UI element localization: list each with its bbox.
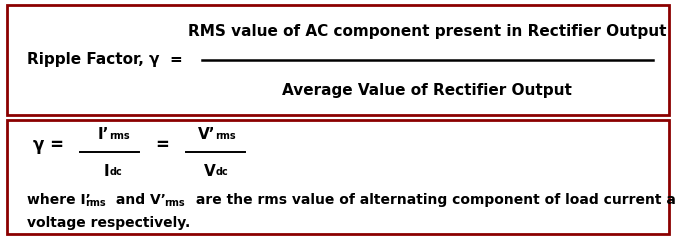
Text: V’: V’ [198, 127, 216, 142]
Text: =: = [155, 136, 170, 154]
Text: V: V [203, 164, 216, 179]
Text: dc: dc [216, 167, 228, 177]
FancyBboxPatch shape [7, 120, 669, 234]
Text: RMS value of AC component present in Rectifier Output: RMS value of AC component present in Rec… [188, 24, 667, 39]
Text: rms: rms [164, 198, 185, 208]
Text: I: I [104, 164, 110, 179]
Text: γ =: γ = [33, 136, 64, 154]
Text: rms: rms [110, 130, 130, 141]
Text: Average Value of Rectifier Output: Average Value of Rectifier Output [283, 83, 573, 98]
Text: and V’: and V’ [112, 193, 166, 207]
Text: dc: dc [110, 167, 122, 177]
Text: rms: rms [216, 130, 236, 141]
Text: where I’: where I’ [26, 193, 91, 207]
Text: are the rms value of alternating component of load current and: are the rms value of alternating compone… [191, 193, 676, 207]
Text: I’: I’ [98, 127, 110, 142]
FancyBboxPatch shape [7, 5, 669, 115]
Text: Ripple Factor, γ  =: Ripple Factor, γ = [26, 52, 183, 67]
Text: voltage respectively.: voltage respectively. [26, 216, 190, 230]
Text: rms: rms [85, 198, 105, 208]
